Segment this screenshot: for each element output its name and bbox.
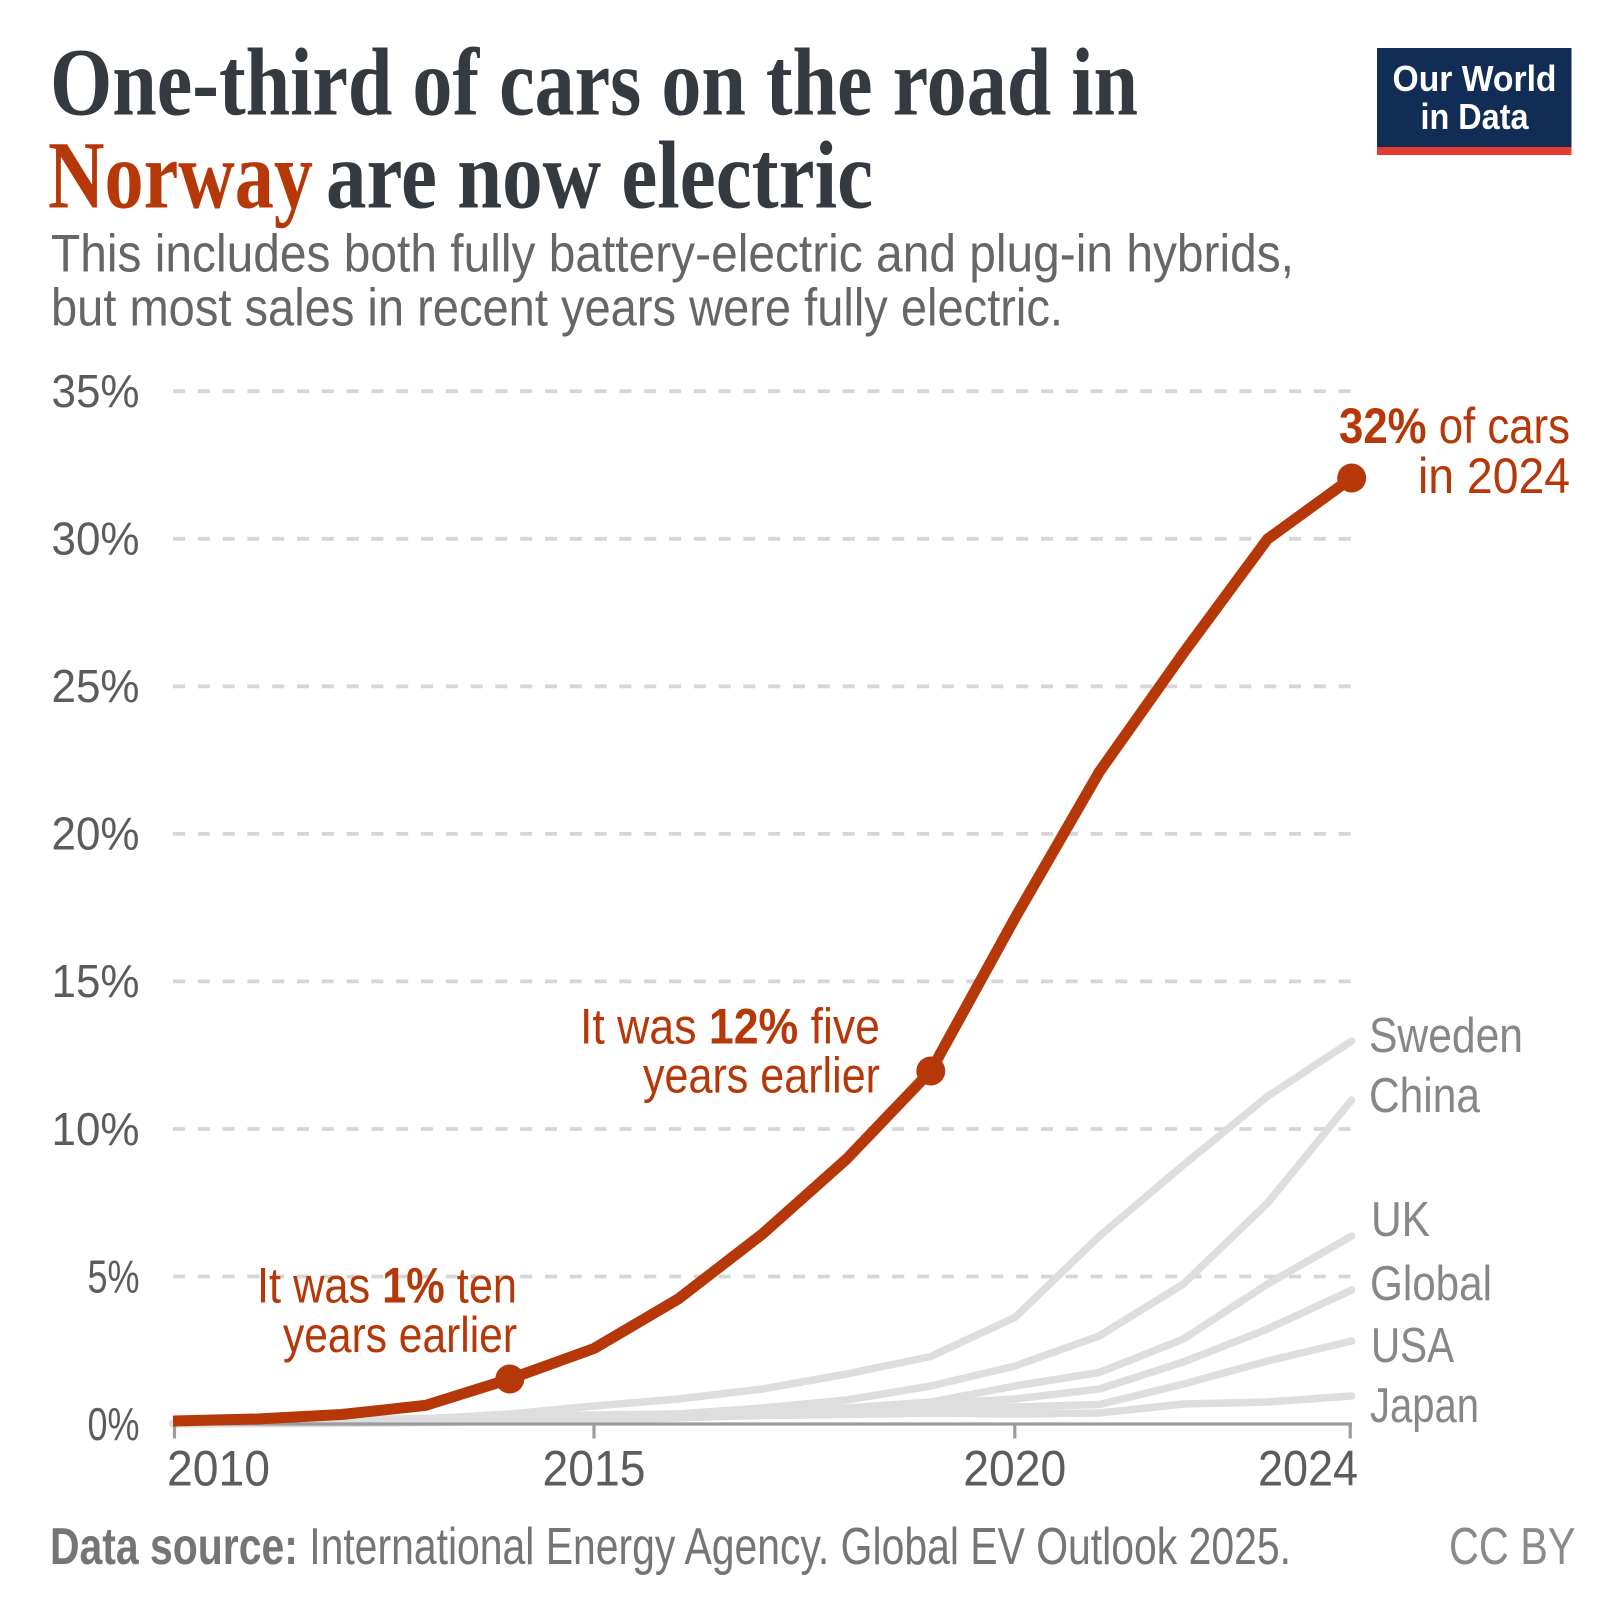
svg-text:0%: 0% [88, 1398, 140, 1450]
svg-text:35%: 35% [52, 365, 140, 417]
svg-text:UK: UK [1371, 1193, 1430, 1247]
svg-text:CC BY: CC BY [1449, 1518, 1576, 1576]
svg-text:2015: 2015 [543, 1441, 646, 1497]
svg-text:Japan: Japan [1370, 1379, 1479, 1433]
svg-text:Our World: Our World [1393, 58, 1557, 99]
svg-text:20%: 20% [52, 808, 140, 860]
svg-text:Sweden: Sweden [1369, 1009, 1523, 1063]
svg-text:30%: 30% [52, 513, 140, 565]
svg-text:Data source: International Ene: Data source: International Energy Agency… [50, 1518, 1291, 1576]
svg-text:but most sales in recent years: but most sales in recent years were full… [51, 278, 1063, 337]
svg-text:2020: 2020 [963, 1441, 1066, 1497]
svg-text:Global: Global [1370, 1257, 1492, 1311]
svg-text:USA: USA [1371, 1319, 1454, 1373]
svg-text:15%: 15% [52, 955, 140, 1007]
svg-text:This includes both fully batte: This includes both fully battery-electri… [51, 225, 1294, 284]
svg-text:10%: 10% [52, 1103, 140, 1155]
svg-text:are now electric: are now electric [326, 122, 873, 229]
svg-text:One-third of cars on the road: One-third of cars on the road in [50, 29, 1138, 136]
svg-text:in Data: in Data [1421, 96, 1530, 137]
svg-text:in 2024: in 2024 [1418, 448, 1570, 504]
svg-text:2024: 2024 [1258, 1441, 1358, 1497]
svg-text:Norway: Norway [48, 122, 313, 229]
svg-text:32% of cars: 32% of cars [1339, 398, 1570, 454]
svg-text:25%: 25% [52, 660, 140, 712]
svg-text:It was 12% five: It was 12% five [580, 999, 880, 1055]
svg-text:It was 1% ten: It was 1% ten [257, 1258, 517, 1314]
svg-text:China: China [1369, 1069, 1481, 1123]
svg-text:5%: 5% [88, 1250, 140, 1302]
svg-text:years earlier: years earlier [283, 1307, 517, 1363]
svg-text:years earlier: years earlier [643, 1047, 880, 1103]
svg-text:2010: 2010 [167, 1441, 270, 1497]
